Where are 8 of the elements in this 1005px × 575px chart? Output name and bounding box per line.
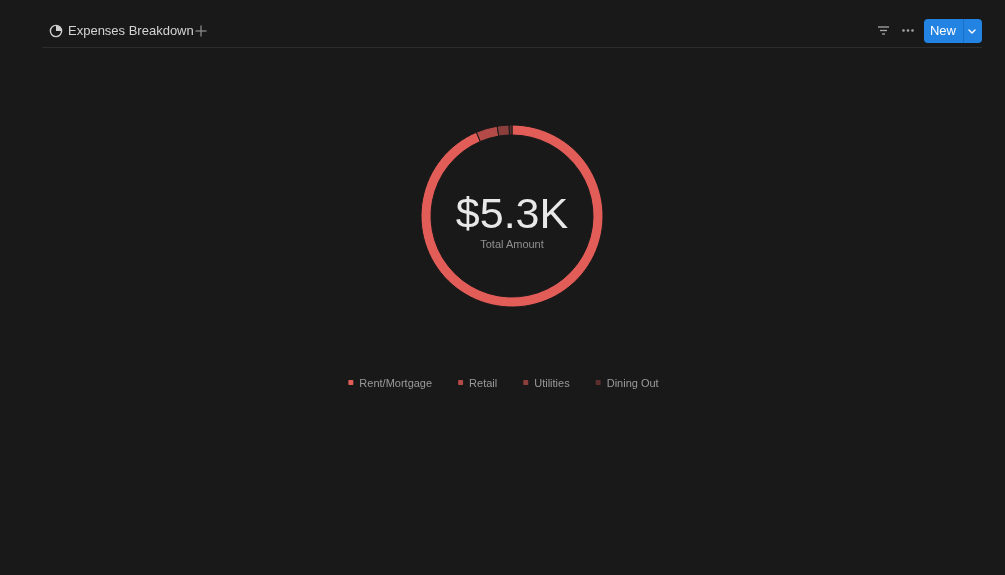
legend-label: Utilities — [534, 376, 571, 389]
text: Total Amount — [480, 238, 544, 250]
legend-label: Dining Out — [606, 376, 659, 389]
legend-label: Retail — [469, 376, 498, 389]
split-button: New — [924, 19, 982, 43]
legend-label: Rent/Mortgage — [359, 376, 433, 389]
text: Expenses Breakdown — [68, 23, 194, 39]
text: $5.3K — [455, 189, 569, 237]
